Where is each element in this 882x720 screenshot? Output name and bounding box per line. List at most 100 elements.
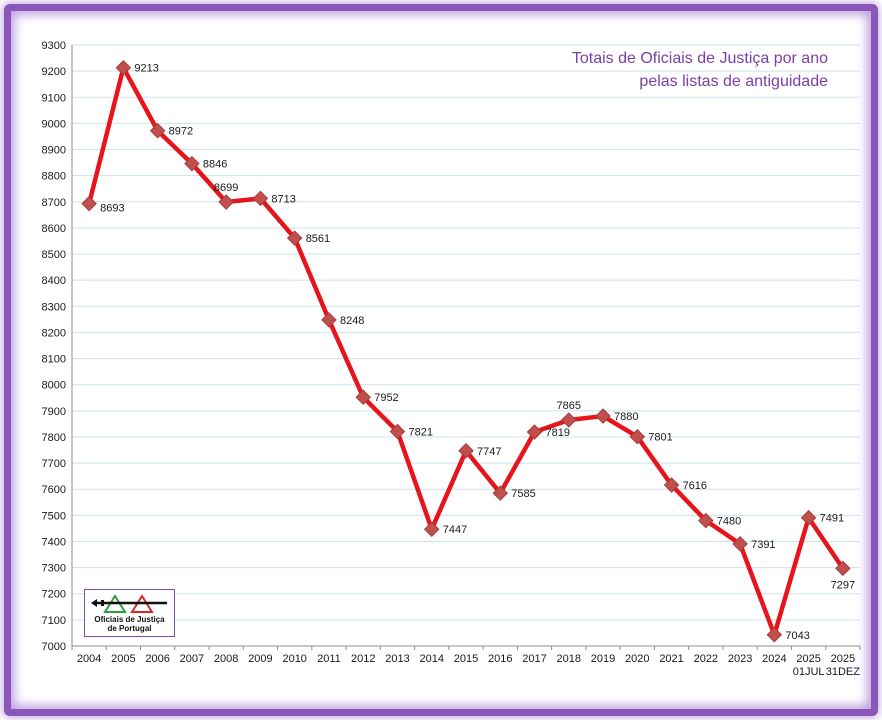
x-tick-label: 2020	[625, 653, 649, 665]
data-label: 8699	[214, 182, 238, 194]
data-point-marker	[286, 230, 303, 246]
data-point-marker	[184, 155, 200, 172]
x-tick-label: 2006	[145, 653, 169, 665]
data-label: 7821	[408, 426, 432, 438]
data-point-marker	[732, 536, 748, 552]
logo-text-line-1: Oficiais de Justiça	[94, 615, 165, 624]
x-tick-label: 2013	[385, 653, 409, 665]
y-tick-label: 7300	[42, 563, 66, 575]
data-point-marker	[218, 194, 234, 210]
data-point-marker	[835, 560, 851, 577]
logo-oficiais-de-justica: Oficiais de Justiça de Portugal	[84, 589, 175, 637]
x-tick-label: 01JUL	[793, 666, 825, 678]
logo-text: Oficiais de Justiça de Portugal	[85, 615, 174, 633]
y-tick-label: 8400	[42, 275, 66, 287]
y-tick-label: 8700	[42, 197, 66, 209]
data-label: 7880	[614, 411, 638, 423]
data-point-marker	[800, 509, 817, 526]
y-tick-label: 8100	[42, 354, 66, 366]
y-tick-label: 9200	[42, 66, 66, 78]
y-tick-label: 8900	[42, 145, 66, 157]
x-tick-label: 31DEZ	[826, 666, 861, 678]
x-tick-label: 2023	[728, 653, 752, 665]
y-tick-label: 9100	[42, 92, 66, 104]
y-tick-label: 9000	[42, 118, 66, 130]
x-tick-label: 2019	[591, 653, 615, 665]
x-tick-label: 2017	[522, 653, 546, 665]
data-point-marker	[321, 312, 337, 328]
data-label: 7819	[546, 427, 570, 439]
y-tick-label: 8200	[42, 327, 66, 339]
chart-title-line-2: pelas listas de antiguidade	[639, 73, 828, 90]
data-label: 8248	[340, 315, 364, 327]
x-tick-label: 2010	[282, 653, 306, 665]
y-tick-label: 7100	[42, 615, 66, 627]
data-point-marker	[81, 195, 97, 212]
data-point-marker	[492, 485, 509, 501]
data-point-marker	[389, 423, 406, 440]
y-tick-label: 7400	[42, 536, 66, 548]
data-label: 7865	[557, 400, 581, 412]
gridlines	[71, 44, 860, 647]
y-tick-label: 8500	[42, 249, 66, 261]
data-point-marker	[663, 477, 680, 493]
markers-group	[81, 59, 851, 643]
data-label: 8693	[100, 203, 124, 215]
data-label: 8713	[271, 193, 295, 205]
y-tick-label: 8000	[42, 380, 66, 392]
chart-title-line-1: Totais de Oficiais de Justiça por ano	[572, 50, 828, 67]
data-label: 7043	[785, 630, 809, 642]
x-tick-label: 2005	[111, 653, 135, 665]
y-tick-label: 7200	[42, 589, 66, 601]
x-tick-label: 2025	[796, 653, 820, 665]
y-tick-label: 7700	[42, 458, 66, 470]
x-tick-label: 2014	[419, 653, 443, 665]
data-point-marker	[355, 389, 371, 406]
series-line-group	[86, 65, 845, 638]
data-label: 7801	[648, 432, 672, 444]
data-label: 7585	[511, 488, 535, 500]
data-point-marker	[629, 428, 646, 445]
x-tick-label: 2009	[248, 653, 272, 665]
y-axis-ticks: 7000 7100 7200 7300 7400 7500 7600 7700 7800 7900…	[42, 40, 66, 653]
data-label: 9213	[134, 63, 158, 75]
data-point-marker	[595, 408, 611, 424]
x-tick-label: 2011	[317, 653, 341, 665]
x-tick-label: 2018	[557, 653, 581, 665]
data-label: 7447	[443, 524, 467, 536]
y-tick-label: 9300	[42, 40, 66, 52]
x-tick-label: 2016	[488, 653, 512, 665]
data-label: 7616	[683, 480, 707, 492]
y-tick-label: 7800	[42, 432, 66, 444]
y-tick-label: 7900	[42, 406, 66, 418]
data-label: 7480	[717, 516, 741, 528]
data-labels-group: 8693 9213 8972 8846 8699 8713 8561 8248 7952 7821…	[100, 63, 855, 642]
x-tick-label: 2007	[180, 653, 204, 665]
data-point-marker	[458, 443, 474, 459]
y-tick-label: 7600	[42, 484, 66, 496]
logo-text-line-2: de Portugal	[107, 624, 152, 633]
y-tick-label: 7000	[42, 641, 66, 653]
y-tick-label: 7500	[42, 510, 66, 522]
data-point-marker	[526, 424, 543, 440]
x-tick-label: 2025	[831, 653, 855, 665]
data-label: 7747	[477, 446, 501, 458]
y-tick-label: 8800	[42, 171, 66, 183]
logo-emblem-icon	[91, 594, 167, 613]
data-point-marker	[252, 190, 269, 207]
data-label: 8846	[203, 159, 227, 171]
data-point-marker	[149, 122, 166, 139]
data-label: 7491	[820, 513, 844, 525]
x-tick-label: 2004	[77, 653, 101, 665]
series-line	[86, 65, 845, 638]
data-point-marker	[423, 521, 440, 537]
x-axis-ticks: 2004 2005 2006 2007 2008 2009 2010 2011 2012 2013…	[71, 646, 861, 678]
data-label: 8972	[169, 126, 193, 138]
x-tick-label: 2022	[694, 653, 718, 665]
x-tick-label: 2008	[214, 653, 238, 665]
data-label: 7391	[751, 539, 775, 551]
data-point-marker	[698, 512, 714, 529]
data-point-marker	[115, 59, 132, 76]
x-tick-label: 2024	[762, 653, 786, 665]
x-tick-label: 2012	[351, 653, 375, 665]
